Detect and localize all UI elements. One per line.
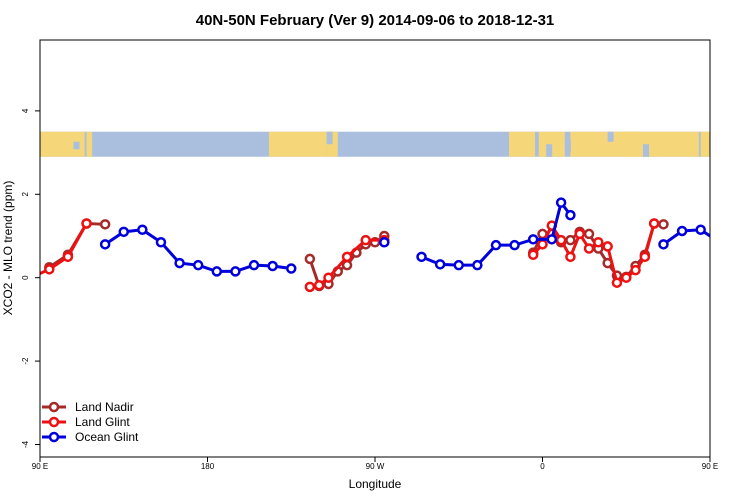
map-land [542,131,565,157]
y-tick-label: -2 [21,357,30,365]
data-point [304,281,316,293]
data-point [695,224,706,235]
map-land [268,131,327,157]
series-ocean-glint [99,197,742,277]
data-point [734,259,742,267]
data-point [360,234,371,246]
data-point [527,249,539,261]
data-point [565,234,576,246]
data-point [537,239,548,250]
y-tick-label: -4 [21,440,30,448]
data-point [583,228,595,240]
data-point [313,279,325,291]
data-point [99,219,111,230]
map-inlet [564,139,571,152]
data-point [630,264,641,276]
data-point [341,259,353,271]
data-point [230,266,241,277]
y-tick-label: 0 [21,275,30,280]
data-point [304,253,316,265]
legend-label: Land Nadir [75,400,134,414]
x-tick-label: 0 [540,462,545,471]
data-point [155,236,167,248]
data-point [472,259,483,271]
map-land [700,131,710,157]
data-point [44,264,55,275]
map-inlet [326,131,333,145]
data-point [286,263,297,274]
data-point [490,239,502,251]
data-point [639,251,651,263]
legend-swatch-point [48,416,60,428]
data-point [555,197,567,208]
data-point [546,234,558,245]
series-line [662,228,710,246]
data-point [583,243,595,254]
data-point [211,266,223,277]
legend-label: Ocean Glint [75,430,139,444]
data-point [527,234,539,245]
data-point [323,272,334,283]
series-line [40,222,88,276]
y-tick-label: 4 [21,108,30,113]
map-inlet [643,144,649,157]
data-point [379,236,390,248]
y-tick-label: 2 [21,192,30,197]
map-land [624,131,699,157]
map-inlet [607,131,614,142]
world-map-band [40,131,710,157]
map-inlet [73,141,80,150]
data-layer [40,197,742,293]
data-point [81,218,92,229]
y-axis-label: XCO2 - MLO trend (ppm) [1,181,15,316]
legend-swatch-point [48,431,60,443]
data-point [509,239,520,251]
data-point [99,239,111,250]
series-line [48,221,106,269]
data-point [658,219,669,230]
y-axis: -4 -2 0 2 4 [21,108,40,448]
data-point [341,251,353,263]
data-point [658,239,669,250]
data-point [715,238,723,246]
map-land [538,131,543,157]
legend-swatch-point [48,401,60,413]
data-point [137,224,148,235]
x-tick-label: 90 E [32,462,48,471]
legend-label: Land Glint [75,415,130,429]
data-point [174,257,185,269]
data-point [565,251,576,263]
map-land [86,131,93,157]
x-tick-label: 90 W [366,462,385,471]
data-point [574,228,585,240]
data-point [602,241,613,252]
data-point [555,234,567,246]
chart-title: 40N-50N February (Ver 9) 2014-09-06 to 2… [196,12,555,29]
data-point [192,259,204,271]
data-point [621,272,632,283]
x-tick-label: 90 E [702,462,718,471]
data-point [611,277,623,288]
x-tick-label: 180 [201,462,215,471]
data-point [248,259,260,271]
data-point [62,251,74,263]
map-inlet [546,144,553,157]
data-point [593,236,604,248]
series-line [420,199,572,267]
data-point [453,259,464,271]
data-point [565,209,576,221]
data-point [267,260,278,272]
x-axis-label: Longitude [349,477,402,491]
x-axis: 90 E 180 90 W 0 90 E [32,457,718,471]
data-point [648,218,660,229]
map-land [509,131,536,157]
data-point [434,259,446,270]
data-point [118,226,129,238]
data-point [676,225,688,237]
data-point [416,251,427,263]
